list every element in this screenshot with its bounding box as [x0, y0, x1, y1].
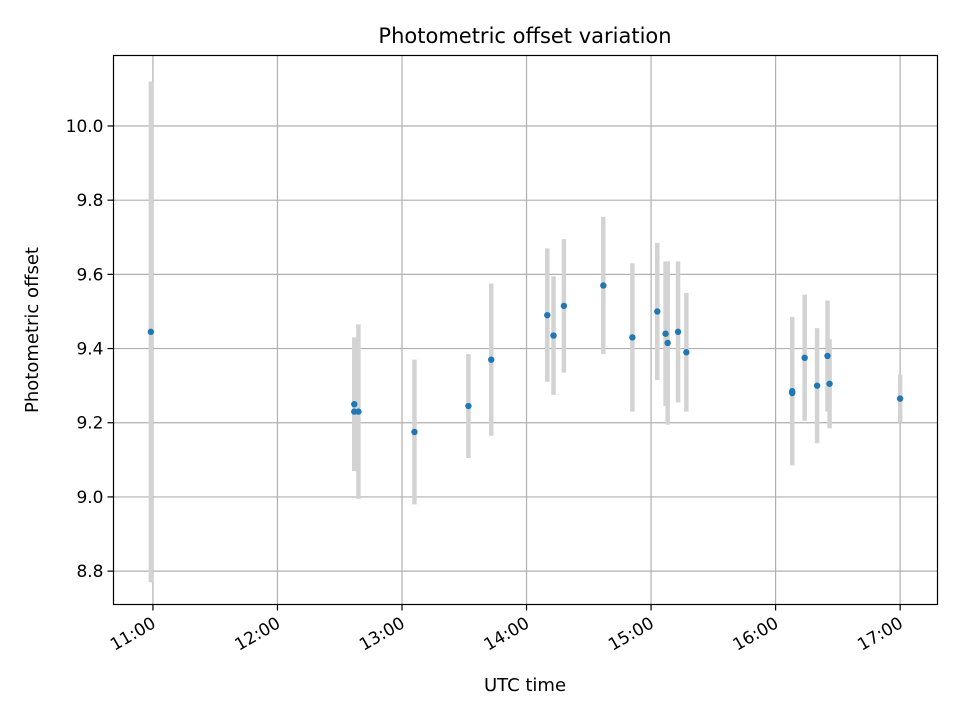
data-point [411, 428, 418, 436]
data-point [465, 402, 472, 410]
data-point [896, 395, 904, 402]
y-tick-label: 9.4 [76, 340, 103, 360]
data-point [826, 380, 833, 387]
x-tick-label: 15:00 [605, 614, 657, 656]
chart-title: Photometric offset variation [378, 24, 671, 48]
data-point [600, 282, 607, 289]
data-point [351, 400, 358, 408]
data-points [147, 282, 904, 436]
data-point [813, 382, 821, 389]
data-point [664, 339, 671, 347]
y-tick-label: 10.0 [66, 117, 104, 137]
data-point [801, 354, 808, 362]
data-point [674, 328, 682, 336]
data-point [488, 356, 495, 363]
y-tick-label: 9.8 [76, 191, 103, 211]
data-point [683, 349, 690, 356]
x-tick-label: 14:00 [481, 614, 533, 656]
data-point [824, 352, 831, 360]
data-point [550, 332, 557, 339]
data-point [654, 308, 661, 315]
plot-frame [112, 54, 939, 606]
x-axis-ticks: 11:00 12:00 13:00 14:00 15:00 16:00 17:00 [107, 604, 907, 656]
data-point [662, 330, 669, 337]
data-point [355, 408, 362, 415]
x-tick-label: 12:00 [232, 614, 284, 656]
data-point [544, 311, 551, 319]
y-tick-label: 9.6 [76, 265, 103, 285]
data-point [147, 328, 155, 336]
data-point [629, 334, 636, 341]
y-axis-label: Photometric offset [22, 247, 43, 413]
x-tick-label: 16:00 [730, 614, 782, 656]
y-tick-label: 9.2 [76, 414, 103, 434]
y-tick-label: 9.0 [76, 488, 103, 508]
x-tick-label: 17:00 [854, 614, 906, 656]
error-bars [148, 81, 903, 583]
grid [113, 55, 938, 605]
x-tick-label: 11:00 [107, 614, 159, 656]
y-tick-label: 8.8 [76, 562, 103, 582]
y-axis-ticks: 8.8 9.0 9.2 9.4 9.6 9.8 10.0 [66, 117, 114, 582]
data-point [789, 388, 796, 395]
data-point [560, 302, 568, 310]
x-axis-label: UTC time [484, 675, 566, 696]
x-tick-label: 13:00 [356, 614, 408, 656]
